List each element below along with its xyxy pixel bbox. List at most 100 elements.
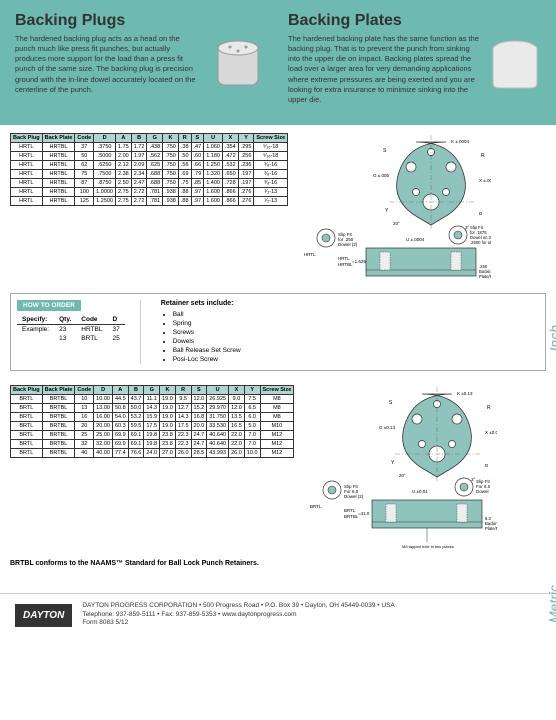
svg-text:HRTBL: HRTBL	[338, 262, 353, 267]
order-left: HOW TO ORDER Specify:Qty.CodeDExample:23…	[17, 300, 141, 365]
table-cell: 43.7	[128, 395, 144, 404]
col-header: S	[191, 133, 204, 142]
table-cell: 7.0	[244, 440, 260, 449]
svg-text:for mounting metric urethane: for mounting metric urethane	[402, 549, 454, 550]
order-box: HOW TO ORDER Specify:Qty.CodeDExample:23…	[10, 293, 546, 372]
how-to-order-badge: HOW TO ORDER	[17, 300, 81, 311]
table-cell: 19.0	[160, 413, 176, 422]
table-row: BRTLBRTBL3232.0069.969.119.823.822.324.7…	[11, 440, 294, 449]
table-cell: 24.0	[144, 449, 160, 458]
table-cell: 15.9	[144, 413, 160, 422]
order-cell: 37	[107, 324, 124, 334]
table-cell: .66	[191, 160, 204, 169]
table-cell: HRTL	[11, 169, 43, 178]
table-cell: BRTBL	[42, 404, 75, 413]
table-cell: 2.47	[131, 178, 147, 187]
order-cell: 23	[54, 324, 76, 334]
table-cell: 1.75	[116, 142, 132, 151]
table-cell: 75	[75, 169, 94, 178]
order-col: Qty.	[54, 315, 76, 325]
table-cell: 1.97	[131, 151, 147, 160]
table-cell: HRTL	[11, 151, 43, 160]
svg-text:K ±.0004: K ±.0004	[451, 139, 469, 144]
svg-text:3°: 3°	[471, 477, 476, 482]
table-cell: HRTBL	[42, 187, 75, 196]
retainer-item: Posi-Loc Screw	[173, 355, 241, 364]
order-cell: 25	[107, 334, 124, 343]
table-cell: 77.4	[112, 449, 128, 458]
table-cell: 2.34	[131, 169, 147, 178]
table-cell: BRTL	[11, 413, 43, 422]
table-cell: 15.2	[191, 404, 207, 413]
table-cell: .688	[147, 178, 163, 187]
retainer-item: Ball Release Set Screw	[173, 346, 241, 355]
table-cell: 1.0000	[94, 187, 116, 196]
table-cell: ¹⁄₂-13	[254, 196, 288, 205]
metric-table: Back PlugBack PlateCodeDABGKRSUXYScrew S…	[10, 385, 294, 458]
table-cell: 1.060	[204, 142, 223, 151]
table-cell: 17.5	[144, 422, 160, 431]
table-cell: HRTBL	[42, 142, 75, 151]
table-cell: .88	[178, 196, 191, 205]
table-cell: .472	[222, 151, 238, 160]
main-content: Inch Metric Back PlugBack PlateCodeDABGK…	[0, 125, 556, 584]
retainer-item: Dowels	[173, 337, 241, 346]
table-cell: .866	[222, 196, 238, 205]
table-cell: 1.400	[204, 178, 223, 187]
table-cell: .650	[222, 169, 238, 178]
svg-text:BRTL: BRTL	[344, 508, 356, 513]
table-row: HRTLHRTBL50.50002.001.97.562.750.50.601.…	[11, 151, 288, 160]
table-cell: .750	[163, 169, 179, 178]
backing-plates-col: Backing Plates The hardened backing plat…	[288, 12, 541, 105]
table-cell: 19.0	[160, 395, 176, 404]
table-cell: 1.600	[204, 196, 223, 205]
table-cell: BRTL	[11, 395, 43, 404]
table-cell: 19.8	[144, 431, 160, 440]
table-cell: 32	[75, 440, 94, 449]
col-header: B	[131, 133, 147, 142]
table-cell: 2.75	[116, 187, 132, 196]
table-row: BRTLBRTBL4040.0077.476.624.027.026.028.5…	[11, 449, 294, 458]
table-cell: .8750	[94, 178, 116, 187]
table-cell: 1.180	[204, 151, 223, 160]
header-section: Backing Plugs The hardened backing plug …	[0, 0, 556, 125]
svg-text:Plate/Plug: Plate/Plug	[485, 526, 497, 531]
table-row: BRTLBRTBL2525.0069.969.119.823.822.324.7…	[11, 431, 294, 440]
table-cell: .938	[163, 196, 179, 205]
table-cell: M12	[260, 440, 294, 449]
table-cell: M12	[260, 449, 294, 458]
col-header: D	[94, 386, 113, 395]
order-cell	[17, 334, 54, 343]
table-cell: HRTL	[11, 142, 43, 151]
order-col: Code	[76, 315, 107, 325]
table-cell: M8	[260, 404, 294, 413]
table-row: BRTLBRTBL1010.0044.543.711.119.09.512.02…	[11, 395, 294, 404]
table-cell: 60.3	[112, 422, 128, 431]
svg-text:A: A	[429, 133, 433, 135]
col-header: A	[116, 133, 132, 142]
table-cell: .625	[147, 160, 163, 169]
table-cell: 25.00	[94, 431, 113, 440]
table-cell: HRTL	[11, 187, 43, 196]
table-cell: 40.640	[207, 431, 229, 440]
table-cell: .781	[147, 187, 163, 196]
table-cell: .295	[238, 142, 254, 151]
order-cell: 13	[54, 334, 76, 343]
col-header: Back Plate	[42, 133, 75, 142]
table-cell: M10	[260, 422, 294, 431]
table-cell: HRTBL	[42, 178, 75, 187]
table-cell: 40.640	[207, 440, 229, 449]
table-cell: 22.0	[229, 440, 245, 449]
table-cell: 2.09	[131, 160, 147, 169]
table-cell: 27.0	[160, 449, 176, 458]
table-cell: .69	[178, 169, 191, 178]
table-cell: .79	[191, 169, 204, 178]
table-cell: BRTBL	[42, 431, 75, 440]
table-cell: 40.00	[94, 449, 113, 458]
table-cell: 100	[75, 187, 94, 196]
table-cell: 31.750	[207, 413, 229, 422]
inch-table: Back PlugBack PlateCodeDABGKRSUXYScrew S…	[10, 133, 288, 206]
col-header: Back Plug	[11, 133, 43, 142]
table-cell: .728	[222, 178, 238, 187]
table-cell: .6250	[94, 160, 116, 169]
